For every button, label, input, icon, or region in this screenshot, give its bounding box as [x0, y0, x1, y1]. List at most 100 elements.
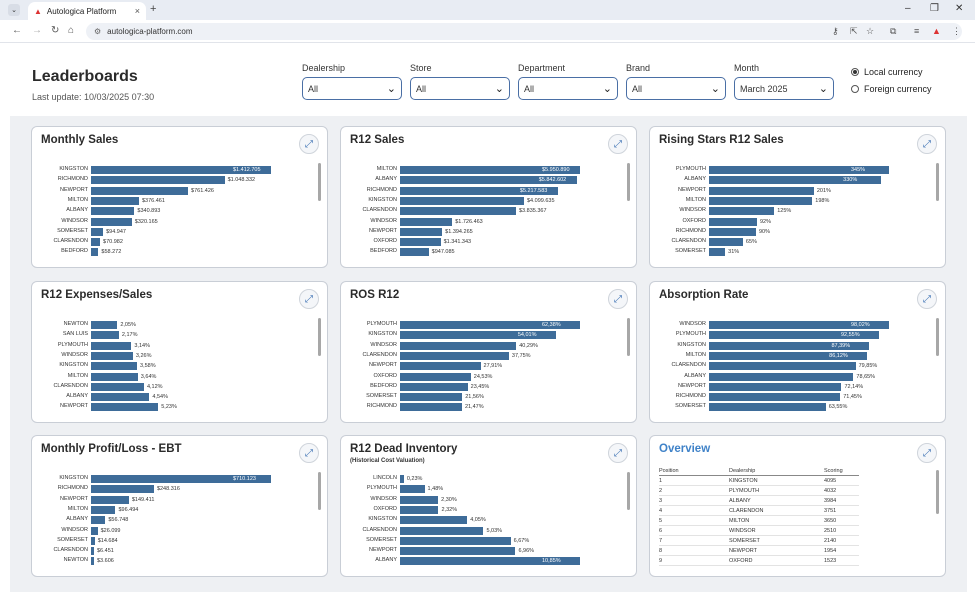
foreign-currency-radio[interactable]: Foreign currency [851, 84, 932, 94]
table-row: 2 PLYMOUTH 4032 [659, 485, 859, 496]
table-cell: 2510 [824, 525, 859, 536]
store-select[interactable]: All ⌄ [410, 77, 510, 100]
bar [91, 536, 95, 545]
scrollbar[interactable] [627, 318, 630, 356]
bar-value: 90% [758, 228, 770, 235]
bar-row: OXFORD 24,53% [341, 372, 621, 381]
bar [91, 238, 101, 247]
bar [91, 176, 225, 185]
extensions-icon[interactable]: ⧉ [890, 26, 897, 36]
close-window-icon[interactable]: ✕ [955, 3, 964, 14]
dealership-select[interactable]: All ⌄ [302, 77, 402, 100]
bar-label: SOMERSET [366, 536, 397, 543]
scrollbar[interactable] [318, 472, 321, 510]
expand-icon[interactable]: ⤢ [299, 289, 319, 309]
bar [709, 372, 854, 381]
bar-chart: NEWTON 2,05% SAN LUIS 2,17% PLYMOUTH 3,14% WIN… [32, 320, 312, 420]
scrollbar[interactable] [627, 163, 630, 201]
bookmark-star-icon[interactable]: ☆ [866, 26, 875, 36]
bar-value: 5,23% [161, 404, 177, 411]
scrollbar[interactable] [318, 318, 321, 356]
bar-chart: LINCOLN 0,23% PLYMOUTH 1,48% WINDSOR 2,30% OXF… [341, 474, 621, 574]
bar-label: MILTON [685, 196, 706, 203]
bar [91, 403, 159, 412]
media-icon[interactable]: ≡ [914, 26, 920, 36]
bar-value: $5.950.890 [542, 167, 570, 173]
scrollbar[interactable] [936, 470, 939, 514]
menu-icon[interactable]: ⋮ [952, 26, 961, 36]
bar-value: 3,58% [140, 363, 156, 370]
bar-value: 31% [728, 249, 740, 256]
share-icon[interactable]: ⇱ [850, 26, 858, 36]
key-icon[interactable]: ⚷ [832, 26, 839, 36]
table-cell: 3751 [824, 505, 859, 516]
expand-icon[interactable]: ⤢ [299, 443, 319, 463]
overview-table: Position Dealership Scoring 1 KINGSTON 409… [659, 467, 859, 566]
home-icon[interactable]: ⌂ [68, 25, 75, 36]
expand-icon[interactable]: ⤢ [917, 289, 937, 309]
bar-label: MILTON [376, 166, 397, 172]
chevron-down-icon: ⌄ [494, 83, 504, 95]
bar-label: SOMERSET [57, 536, 88, 543]
col-dealership: Dealership [729, 467, 824, 476]
bar-label: ALBANY [684, 372, 706, 379]
bar-label: MILTON [67, 505, 88, 512]
new-tab-icon[interactable]: + [150, 3, 157, 15]
bar-row: KINGSTON $1.412.705 [32, 165, 312, 174]
scrollbar[interactable] [627, 472, 630, 510]
bar-row: ALBANY 4,54% [32, 392, 312, 402]
bar-value: $1.394.265 [445, 228, 473, 235]
bar-value: 72,14% [844, 383, 864, 390]
reload-icon[interactable]: ↻ [51, 25, 60, 36]
scrollbar[interactable] [318, 163, 321, 201]
expand-icon[interactable]: ⤢ [917, 134, 937, 154]
browser-tab[interactable]: ▲ Autologica Platform × [28, 2, 146, 20]
bar [400, 372, 471, 381]
expand-icon[interactable]: ⤢ [608, 134, 628, 154]
maximize-icon[interactable]: ❐ [930, 3, 939, 14]
bar-value: 40,29% [519, 342, 538, 349]
bar [400, 166, 580, 174]
bar-label: RICHMOND [675, 227, 706, 234]
bar-row: KINGSTON 87,39% [650, 341, 930, 350]
scrollbar[interactable] [936, 318, 939, 356]
bar-label: WINDSOR [61, 526, 88, 533]
bar-row: KINGSTON 54,01% [341, 330, 621, 340]
scrollbar[interactable] [936, 163, 939, 201]
bar-value: $149.411 [131, 496, 155, 503]
bar-row: ALBANY 330% [650, 175, 930, 185]
site-info-icon[interactable]: ⚙ [94, 27, 102, 36]
month-select[interactable]: March 2025 ⌄ [734, 77, 834, 100]
bar [400, 176, 577, 185]
bar-value: 6,67% [513, 537, 530, 544]
tab-search-icon[interactable]: ⌄ [8, 4, 20, 16]
bar-label: SOMERSET [675, 248, 706, 255]
bar-value: $1.341.343 [443, 239, 472, 246]
bar-row: ALBANY 78,65% [650, 372, 930, 381]
card-subtitle: (Historical Cost Valuation) [350, 458, 425, 464]
expand-icon[interactable]: ⤢ [608, 443, 628, 463]
tab-title: Autologica Platform [46, 6, 117, 16]
bar-row: NEWPORT 72,14% [650, 382, 930, 391]
back-icon[interactable]: ← [12, 25, 22, 36]
department-select[interactable]: All ⌄ [518, 77, 618, 100]
bar-row: PLYMOUTH 62,38% [341, 320, 621, 329]
brand-select[interactable]: All ⌄ [626, 77, 726, 100]
close-tab-icon[interactable]: × [134, 6, 140, 16]
bar-label: KINGSTON [368, 331, 397, 338]
bar-chart: PLYMOUTH 62,38% KINGSTON 54,01% WINDSOR 40,29… [341, 320, 621, 420]
expand-icon[interactable]: ⤢ [608, 289, 628, 309]
expand-icon[interactable]: ⤢ [917, 443, 937, 463]
bar-value: $248.316 [156, 486, 180, 493]
col-scoring: Scoring [824, 467, 859, 476]
card-title: ROS R12 [350, 289, 400, 301]
bar-row: PLYMOUTH 345% [650, 165, 930, 174]
minimize-icon[interactable]: – [905, 3, 911, 14]
bar-row: MILTON 86,12% [650, 351, 930, 360]
profile-icon[interactable]: ▲ [932, 26, 941, 36]
bar-label: OXFORD [682, 217, 706, 224]
forward-icon[interactable]: → [32, 25, 42, 36]
expand-icon[interactable]: ⤢ [299, 134, 319, 154]
local-currency-radio[interactable]: Local currency [851, 67, 923, 77]
url-field[interactable]: ⚙ autologica-platform.com [86, 23, 962, 40]
